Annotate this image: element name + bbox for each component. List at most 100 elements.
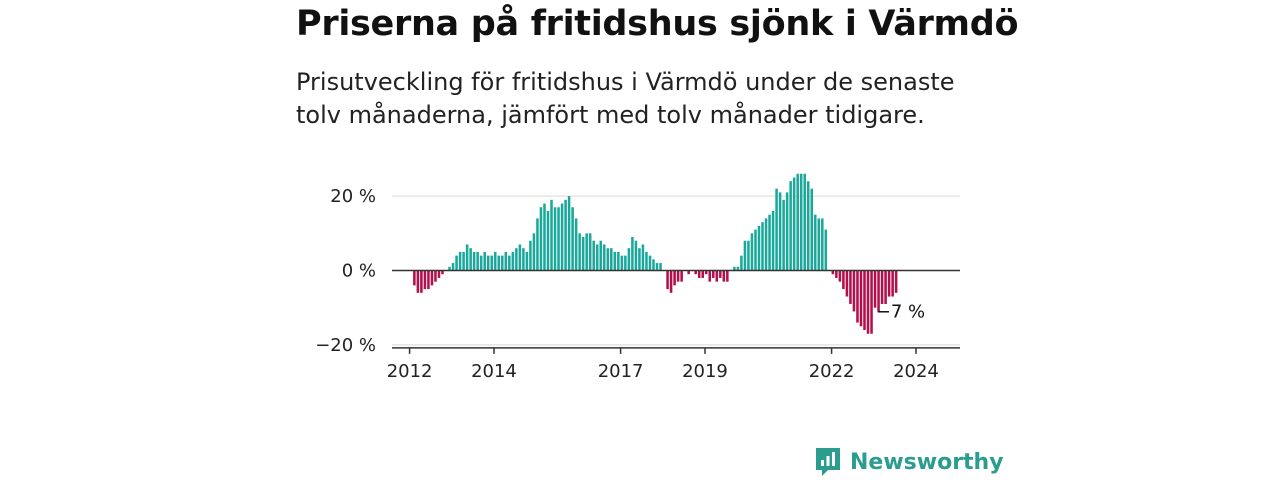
- bar: [673, 270, 676, 286]
- bar: [655, 263, 659, 271]
- bar: [750, 233, 754, 271]
- bar: [465, 244, 469, 271]
- bar: [796, 173, 799, 271]
- bar: [634, 240, 638, 271]
- bar: [799, 173, 803, 271]
- bar: [641, 244, 645, 271]
- bar: [694, 270, 697, 275]
- x-tick-label: 2017: [598, 361, 644, 382]
- bar: [792, 177, 796, 271]
- bar: [536, 218, 539, 271]
- bar: [578, 233, 581, 271]
- bar: [831, 270, 835, 275]
- bar: [504, 251, 508, 271]
- bar: [757, 225, 761, 271]
- bar: [610, 248, 613, 271]
- bar: [722, 270, 726, 282]
- bar: [708, 270, 712, 282]
- bar: [557, 207, 560, 271]
- bar: [810, 188, 814, 271]
- bar: [455, 255, 458, 271]
- bar: [687, 270, 690, 275]
- bar: [497, 255, 501, 271]
- bar: [814, 214, 817, 271]
- bar: [567, 196, 571, 271]
- bar: [680, 270, 683, 282]
- newsworthy-logo[interactable]: Newsworthy: [814, 446, 1004, 478]
- bar: [437, 270, 441, 278]
- bar: [870, 270, 873, 334]
- bar: [606, 248, 610, 271]
- x-tick-label: 2014: [471, 361, 517, 382]
- bar: [476, 251, 479, 271]
- bar: [863, 270, 866, 331]
- x-tick-label: 2024: [893, 361, 939, 382]
- bar: [493, 251, 497, 271]
- bar: [873, 270, 877, 308]
- bar: [581, 237, 585, 271]
- bar: [894, 270, 898, 293]
- bar: [652, 259, 655, 271]
- bar: [564, 199, 567, 271]
- bar: [532, 233, 536, 271]
- bar: [413, 270, 416, 286]
- bar: [817, 218, 821, 271]
- bar: [743, 240, 747, 271]
- x-tick-label: 2022: [809, 361, 855, 382]
- bar: [469, 248, 472, 271]
- bar: [448, 266, 451, 271]
- x-tick-label: 2019: [682, 361, 728, 382]
- bar: [849, 270, 852, 304]
- bar: [775, 188, 778, 271]
- bar: [441, 270, 444, 275]
- bar: [891, 270, 894, 297]
- bar: [697, 270, 701, 278]
- bar: [613, 251, 617, 271]
- bar: [740, 255, 743, 271]
- bar: [529, 240, 532, 271]
- bar: [430, 270, 434, 286]
- bar: [747, 240, 750, 271]
- bar: [434, 270, 437, 282]
- bar: [887, 270, 891, 297]
- x-tick-label: 2012: [387, 361, 433, 382]
- bar: [648, 255, 652, 271]
- bar: [712, 270, 715, 278]
- y-tick-label: 20 %: [330, 186, 376, 207]
- bar: [543, 203, 546, 271]
- bar: [880, 270, 884, 304]
- bar: [483, 251, 486, 271]
- bar: [838, 270, 842, 282]
- bar: [595, 244, 599, 271]
- bar: [486, 255, 490, 271]
- bar: [768, 214, 771, 271]
- bar: [715, 270, 719, 282]
- bar: [676, 270, 680, 282]
- bar: [588, 233, 592, 271]
- bar: [877, 270, 880, 312]
- bar: [835, 270, 838, 278]
- bar: [511, 251, 515, 271]
- gridlines: [392, 195, 960, 346]
- bar: [420, 270, 423, 293]
- bar: [842, 270, 845, 290]
- bar-chart: 20 % 0 % −20 % 2012 2014 2017 2019 2022 2024 −7…: [315, 173, 960, 382]
- bar: [645, 251, 648, 271]
- bar: [515, 248, 518, 271]
- bar: [620, 255, 624, 271]
- bar: [553, 207, 557, 271]
- bar: [761, 222, 764, 271]
- bar: [803, 173, 806, 271]
- bar: [824, 229, 828, 271]
- y-tick-label: −20 %: [315, 335, 376, 356]
- bar: [571, 207, 574, 271]
- x-axis-ticks: 2012 2014 2017 2019 2022 2024: [387, 347, 939, 382]
- y-tick-label: 0 %: [342, 261, 376, 282]
- bar: [539, 207, 543, 271]
- axes: [392, 269, 960, 349]
- bar: [701, 270, 704, 278]
- end-value-label: −7 %: [876, 301, 925, 322]
- bar: [462, 251, 465, 271]
- chart-subtitle: Prisutveckling för fritidshus i Värmdö u…: [296, 68, 955, 129]
- bar: [423, 270, 427, 290]
